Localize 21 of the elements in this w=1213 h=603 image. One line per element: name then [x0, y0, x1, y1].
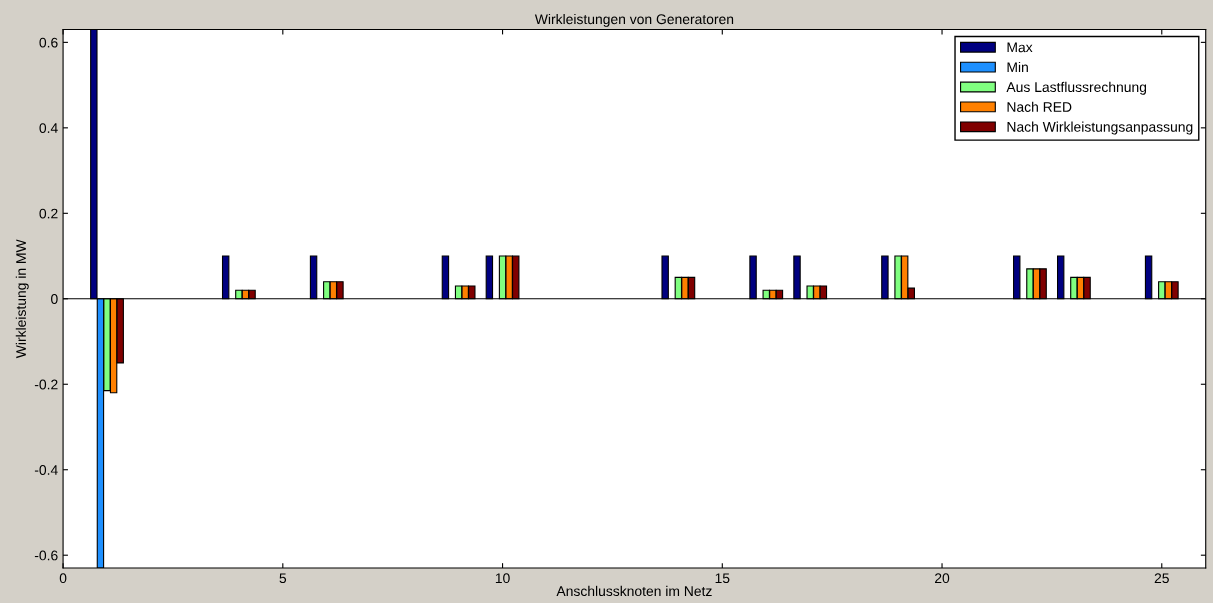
legend-label: Nach Wirkleistungsanpassung	[1007, 121, 1193, 135]
x-tick-label: 5	[279, 573, 287, 584]
y-tick-label: 0.6	[39, 37, 58, 48]
x-tick-label: 0	[59, 573, 67, 584]
x-tick-label: 15	[715, 573, 730, 584]
x-axis-title: Anschlussknoten im Netz	[556, 585, 712, 597]
chart-title: Wirkleistungen von Generatoren	[534, 13, 734, 27]
legend-label: Max	[1007, 42, 1033, 53]
y-tick-label: -0.4	[34, 465, 58, 475]
x-tick-label: 20	[935, 573, 950, 584]
y-tick-label: -0.2	[34, 379, 58, 390]
y-tick-label: 0	[51, 294, 58, 304]
y-tick-label: -0.6	[34, 550, 58, 561]
y-axis-title: Wirkleistung in MW	[15, 239, 29, 359]
x-tick-label: 10	[495, 573, 510, 584]
legend-label: Min	[1007, 61, 1028, 72]
x-tick-label: 25	[1154, 573, 1169, 584]
legend-label: Aus Lastflussrechnung	[1006, 81, 1147, 95]
y-tick-label: 0.2	[39, 208, 58, 219]
y-tick-label: 0.4	[39, 123, 58, 134]
legend-label: Nach RED	[1007, 101, 1072, 112]
